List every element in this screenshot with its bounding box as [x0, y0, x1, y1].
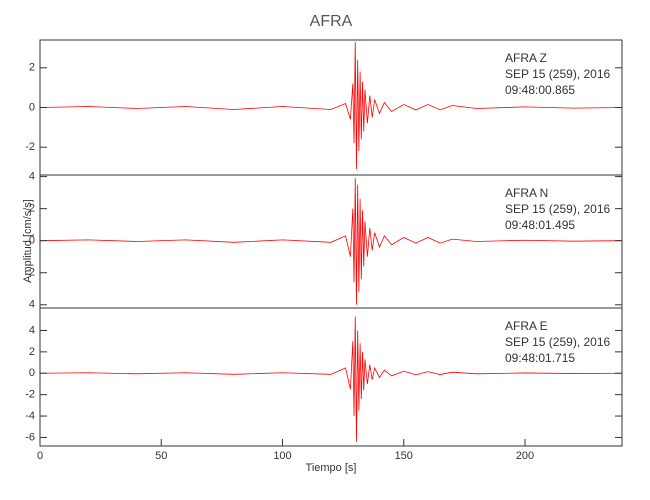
annotation: SEP 15 (259), 2016	[505, 67, 611, 81]
x-axis-label: Tiempo [s]	[306, 462, 357, 474]
panel-frame	[39, 307, 623, 447]
annotation: 09:48:01.715	[505, 351, 575, 365]
x-tick-label: 50	[155, 450, 167, 462]
annotation: SEP 15 (259), 2016	[505, 202, 611, 216]
y-tick-label: 4	[29, 324, 35, 336]
y-tick-label: -2	[25, 141, 35, 153]
y-tick-label: 0	[29, 235, 35, 247]
y-tick-label: -6	[25, 431, 35, 443]
annotation: 09:48:01.495	[505, 218, 575, 232]
y-tick-label: -4	[25, 410, 35, 422]
waveform	[39, 316, 623, 442]
annotation: 09:48:00.865	[505, 83, 575, 97]
x-tick-label: 150	[395, 450, 413, 462]
y-tick-label: 0	[29, 101, 35, 113]
y-axis-label: Amplitud [cm/s/s]	[22, 199, 34, 283]
y-tick-label: 2	[29, 203, 35, 215]
x-tick-label: 0	[37, 450, 43, 462]
y-tick-label: 4	[29, 299, 35, 311]
x-tick-label: 100	[273, 450, 291, 462]
waveform	[39, 178, 623, 305]
annotation: AFRA Z	[505, 51, 547, 65]
annotation: AFRA N	[505, 186, 548, 200]
chart-title: AFRA	[310, 13, 353, 30]
y-tick-label: -2	[25, 389, 35, 401]
y-tick-label: 4	[29, 171, 35, 183]
x-tick-label: 200	[516, 450, 534, 462]
annotation: AFRA E	[505, 319, 548, 333]
waveform	[39, 41, 623, 170]
y-tick-label: 2	[29, 346, 35, 358]
y-tick-label: 0	[29, 367, 35, 379]
y-tick-label: 2	[29, 62, 35, 74]
y-tick-label: 2	[29, 267, 35, 279]
annotation: SEP 15 (259), 2016	[505, 335, 611, 349]
